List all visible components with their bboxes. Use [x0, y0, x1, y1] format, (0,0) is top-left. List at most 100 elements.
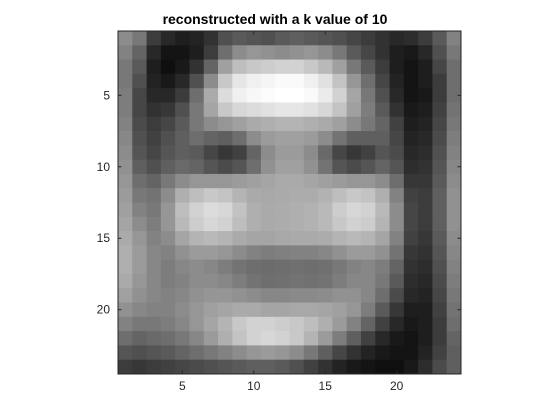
heatmap-cell	[118, 302, 133, 318]
heatmap-cell	[346, 159, 362, 175]
heatmap-cell	[332, 173, 348, 189]
heatmap-cell	[346, 245, 362, 261]
heatmap-cell	[303, 173, 319, 189]
heatmap-cell	[303, 73, 319, 89]
heatmap-cell	[446, 216, 462, 232]
heatmap-cell	[318, 116, 333, 132]
heatmap-cell	[275, 359, 290, 375]
heatmap-cell	[203, 88, 219, 103]
heatmap-cell	[318, 31, 333, 46]
heatmap-cell	[246, 273, 262, 289]
heatmap-cell	[146, 216, 162, 232]
heatmap-cell	[203, 202, 219, 218]
heatmap-cell	[189, 345, 205, 361]
heatmap-cell	[203, 245, 219, 261]
heatmap-cell	[375, 316, 390, 332]
heatmap-cell	[189, 259, 205, 275]
heatmap-cell	[389, 159, 405, 175]
heatmap-cell	[389, 316, 405, 332]
heatmap-cell	[118, 59, 133, 75]
heatmap-cell	[260, 88, 276, 103]
heatmap-cell	[160, 259, 176, 275]
heatmap-cell	[160, 202, 176, 218]
heatmap-cell	[218, 116, 233, 132]
heatmap-cell	[260, 316, 276, 332]
heatmap-cell	[432, 31, 448, 46]
heatmap-cell	[375, 159, 390, 175]
heatmap-cell	[189, 302, 205, 318]
heatmap-cell	[289, 202, 305, 218]
heatmap-cell	[375, 202, 390, 218]
heatmap-cell	[403, 245, 419, 261]
heatmap-cell	[160, 131, 176, 146]
heatmap-cell	[260, 102, 276, 118]
heatmap-cell	[132, 116, 147, 132]
heatmap-cell	[175, 188, 190, 203]
heatmap-cell	[375, 259, 390, 275]
heatmap-cell	[118, 116, 133, 132]
heatmap-cell	[146, 345, 162, 361]
heatmap-cell	[246, 216, 262, 232]
heatmap-cell	[189, 173, 205, 189]
heatmap-cell	[375, 73, 390, 89]
heatmap-cell	[132, 231, 147, 246]
heatmap-cell	[118, 88, 133, 103]
heatmap-cell	[375, 31, 390, 46]
heatmap-cell	[446, 273, 462, 289]
heatmap-cell	[118, 259, 133, 275]
heatmap-cell	[189, 231, 205, 246]
chart-title: reconstructed with a k value of 10	[163, 11, 388, 27]
heatmap-cell	[318, 73, 333, 89]
heatmap-cell	[360, 116, 376, 132]
heatmap-cell	[318, 273, 333, 289]
heatmap-cell	[132, 216, 147, 232]
heatmap-cell	[132, 273, 147, 289]
x-tick-label: 15	[319, 379, 333, 393]
heatmap-cell	[146, 131, 162, 146]
heatmap-cell	[132, 202, 147, 218]
heatmap-cell	[289, 88, 305, 103]
heatmap-cell	[175, 259, 190, 275]
heatmap-cell	[389, 145, 405, 161]
heatmap-cell	[132, 188, 147, 203]
heatmap-cell	[118, 159, 133, 175]
heatmap-cell	[246, 231, 262, 246]
heatmap-cell	[260, 359, 276, 375]
heatmap-cell	[446, 331, 462, 346]
heatmap-cell	[360, 88, 376, 103]
heatmap-cell	[132, 345, 147, 361]
heatmap-cell	[403, 273, 419, 289]
heatmap-cell	[332, 359, 348, 375]
heatmap-cell	[189, 202, 205, 218]
heatmap-cell	[446, 259, 462, 275]
heatmap-cell	[289, 245, 305, 261]
heatmap-cell	[303, 131, 319, 146]
heatmap-cell	[160, 31, 176, 46]
heatmap-cell	[432, 331, 448, 346]
heatmap-cell	[146, 288, 162, 303]
heatmap-cell	[175, 173, 190, 189]
heatmap-cell	[203, 359, 219, 375]
heatmap-cell	[275, 216, 290, 232]
heatmap-cell	[389, 273, 405, 289]
heatmap-cell	[346, 88, 362, 103]
heatmap-cell	[446, 131, 462, 146]
heatmap-cell	[375, 245, 390, 261]
heatmap-cell	[232, 73, 248, 89]
heatmap-cell	[160, 102, 176, 118]
heatmap-cell	[389, 131, 405, 146]
heatmap-cell	[375, 188, 390, 203]
heatmap-cell	[232, 302, 248, 318]
heatmap-cell	[246, 316, 262, 332]
heatmap-cell	[232, 216, 248, 232]
heatmap-cell	[175, 273, 190, 289]
heatmap-cell	[360, 173, 376, 189]
heatmap-cell	[446, 59, 462, 75]
heatmap-cell	[418, 31, 433, 46]
heatmap-cell	[203, 31, 219, 46]
heatmap-cell	[260, 116, 276, 132]
heatmap-cell	[175, 302, 190, 318]
heatmap-cell	[232, 173, 248, 189]
heatmap-cell	[303, 88, 319, 103]
